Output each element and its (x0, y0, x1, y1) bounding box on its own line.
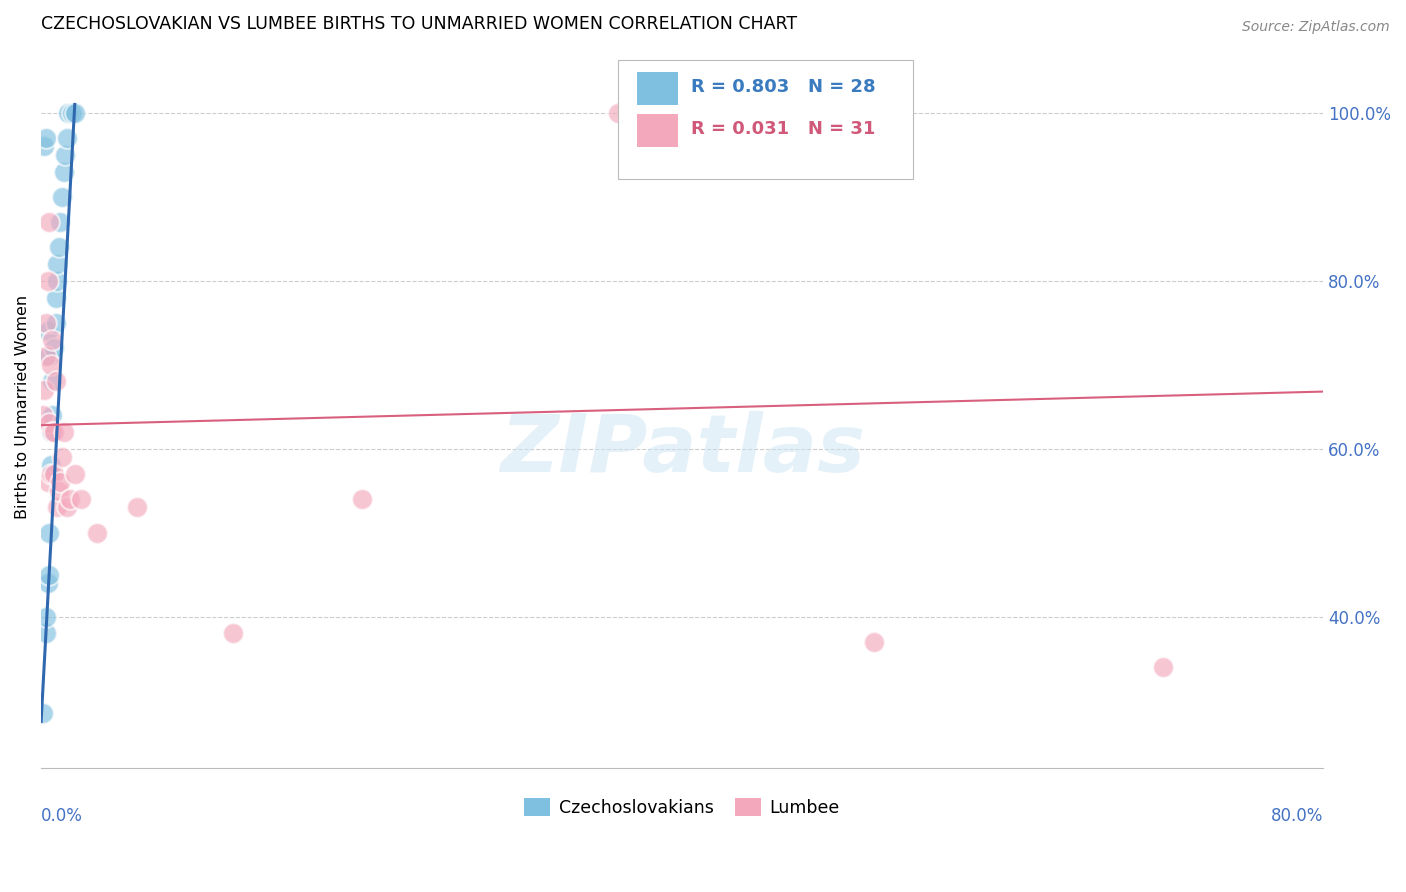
Point (38, 215, 60, 229)
Point (52, 164, 75, 178)
Point (63, 467, 86, 481)
Point (35, 609, 58, 624)
Point (37, 324, 59, 338)
Point (70, 491, 93, 506)
Point (39, 358, 62, 372)
Text: 80.0%: 80.0% (1271, 807, 1323, 825)
Point (51, 450, 73, 464)
Point (38, 349, 60, 363)
Point (39, 425, 62, 439)
Point (350, 491, 373, 506)
FancyBboxPatch shape (637, 113, 678, 147)
Point (35, 131, 58, 145)
Point (35, 626, 58, 640)
Point (48, 483, 70, 498)
Point (31, 408, 53, 422)
Point (44, 375, 66, 389)
Text: Source: ZipAtlas.com: Source: ZipAtlas.com (1241, 20, 1389, 34)
Point (55, 131, 77, 145)
Point (86, 525, 108, 540)
Point (39, 458, 62, 473)
Point (58, 105, 80, 120)
Point (46, 274, 69, 288)
Point (34, 139, 56, 153)
Legend: Czechoslovakians, Lumbee: Czechoslovakians, Lumbee (517, 791, 846, 824)
Point (37, 274, 59, 288)
Text: R = 0.803   N = 28: R = 0.803 N = 28 (692, 78, 876, 95)
Point (49, 475, 72, 490)
Point (42, 467, 65, 481)
Text: R = 0.031   N = 31: R = 0.031 N = 31 (692, 120, 876, 137)
Point (41, 425, 63, 439)
Point (44, 291, 66, 305)
Point (63, 105, 86, 120)
Point (607, 105, 630, 120)
Point (863, 634, 886, 648)
Point (222, 626, 245, 640)
Point (34, 383, 56, 397)
Point (41, 333, 63, 347)
Point (42, 341, 65, 355)
FancyBboxPatch shape (619, 60, 912, 179)
Point (46, 257, 69, 271)
Point (31, 706, 53, 720)
Point (46, 500, 69, 515)
Point (51, 190, 73, 204)
Point (48, 240, 70, 254)
Y-axis label: Births to Unmarried Women: Births to Unmarried Women (15, 294, 30, 519)
Point (127, 500, 149, 515)
Text: ZIPatlas: ZIPatlas (499, 411, 865, 489)
Point (53, 148, 76, 162)
Point (59, 491, 82, 506)
Point (35, 349, 58, 363)
Point (52, 425, 75, 439)
Point (44, 316, 66, 330)
Point (41, 408, 63, 422)
Point (49, 215, 72, 229)
Text: CZECHOSLOVAKIAN VS LUMBEE BIRTHS TO UNMARRIED WOMEN CORRELATION CHART: CZECHOSLOVAKIAN VS LUMBEE BIRTHS TO UNMA… (41, 15, 797, 33)
Point (38, 567, 60, 582)
Point (37, 475, 59, 490)
Point (37, 576, 59, 591)
Text: 0.0%: 0.0% (41, 807, 83, 825)
Point (1152, 660, 1174, 674)
Point (55, 500, 77, 515)
FancyBboxPatch shape (637, 71, 678, 105)
Point (41, 375, 63, 389)
Point (42, 425, 65, 439)
Point (38, 525, 60, 540)
Point (39, 467, 62, 481)
Point (60, 105, 83, 120)
Point (35, 316, 58, 330)
Point (38, 417, 60, 431)
